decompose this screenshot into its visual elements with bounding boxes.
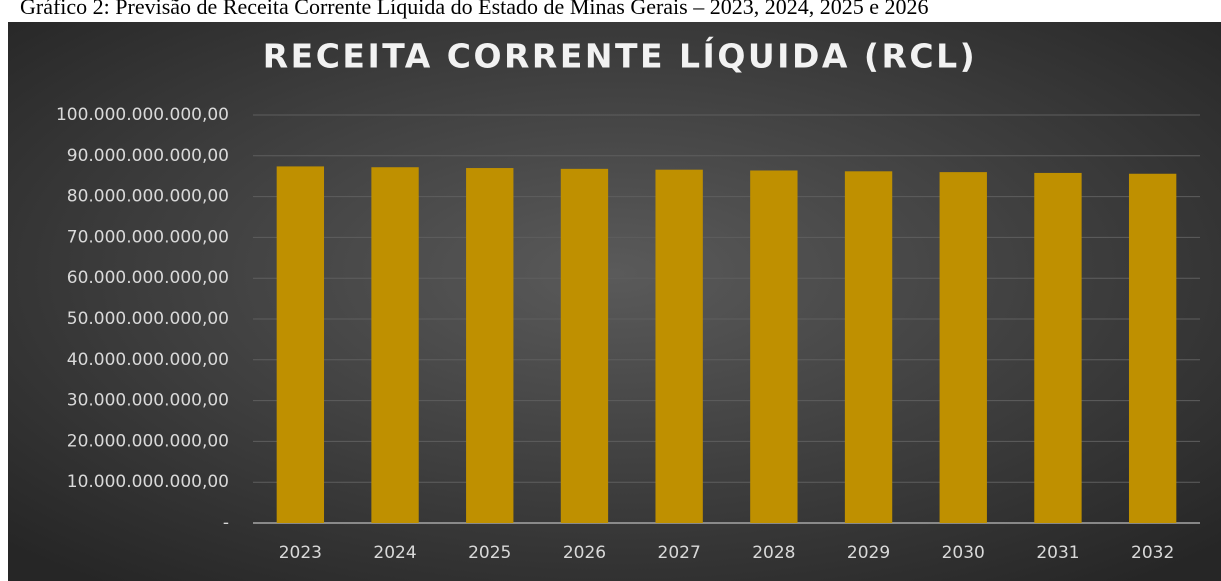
x-tick-label: 2023 — [279, 543, 322, 563]
bar — [560, 168, 609, 523]
figure-caption: Gráfico 2: Previsão de Receita Corrente … — [20, 0, 929, 19]
x-tick-label: 2029 — [847, 543, 890, 563]
bar — [939, 172, 987, 523]
y-tick-label: 100.000.000.000,00 — [56, 105, 229, 125]
y-tick-label: 20.000.000.000,00 — [67, 431, 229, 451]
y-tick-label: 90.000.000.000,00 — [67, 146, 229, 166]
bar — [466, 168, 514, 524]
y-tick-label: - — [223, 513, 229, 533]
bar — [655, 169, 703, 523]
y-tick-label: 40.000.000.000,00 — [67, 350, 229, 370]
x-tick-label: 2027 — [658, 543, 701, 563]
y-tick-label: 70.000.000.000,00 — [67, 227, 229, 247]
x-tick-label: 2031 — [1036, 543, 1079, 563]
y-tick-label: 10.000.000.000,00 — [67, 472, 229, 492]
y-tick-label: 60.000.000.000,00 — [67, 268, 229, 288]
y-tick-label: 50.000.000.000,00 — [67, 309, 229, 329]
x-tick-label: 2026 — [563, 543, 606, 563]
x-tick-label: 2032 — [1131, 543, 1174, 563]
bar — [371, 167, 419, 523]
x-tick-label: 2024 — [373, 543, 416, 563]
chart-title: RECEITA CORRENTE LÍQUIDA (RCL) — [263, 36, 977, 76]
bar — [844, 171, 893, 523]
bar — [1034, 172, 1082, 523]
bar — [1128, 173, 1177, 523]
chart: RECEITA CORRENTE LÍQUIDA (RCL) - 10.000.0… — [8, 22, 1221, 581]
bar — [276, 166, 325, 523]
y-tick-label: 30.000.000.000,00 — [67, 391, 229, 411]
x-tick-label: 2028 — [752, 543, 795, 563]
y-tick-label: 80.000.000.000,00 — [67, 187, 229, 207]
x-tick-label: 2030 — [942, 543, 985, 563]
bar — [750, 170, 798, 523]
x-tick-label: 2025 — [468, 543, 511, 563]
